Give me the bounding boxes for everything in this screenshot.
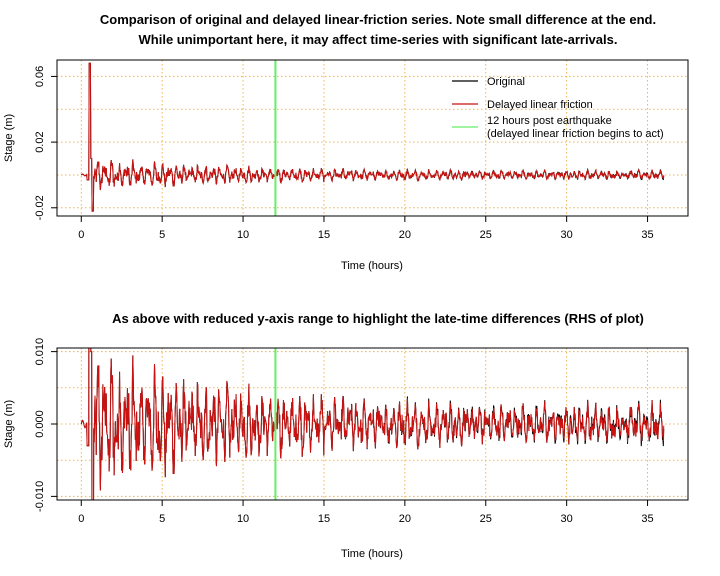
top-chart-plot-frame [56,59,689,217]
top-chart-grid [57,60,688,216]
x-tick-label-7: 35 [641,513,653,525]
x-tick-label-5: 25 [480,229,492,241]
legend-original-label: Original [487,76,525,88]
top-chart: Comparison of original and delayed linea… [3,12,689,272]
y-tick-label-0: -0.02 [34,195,46,220]
y-tick-label-0: -0.010 [34,481,46,512]
bottom-chart: As above with reduced y-axis range to hi… [3,311,689,560]
x-tick-label-0: 0 [78,513,84,525]
x-tick-label-1: 5 [159,229,165,241]
bottom-chart-x-label: Time (hours) [341,548,403,560]
y-tick-label-1: 0.000 [34,410,46,438]
legend-marker-label: 12 hours post earthquake (delayed linear… [487,115,664,140]
legend-marker-label-line1: 12 hours post earthquake [487,115,612,127]
series-delayed-linear-friction [80,62,665,212]
top-chart-x-axis: 0 5 10 15 20 25 30 35 [78,216,654,241]
x-tick-label-3: 15 [318,513,330,525]
top-chart-y-label: Stage (m) [3,114,15,162]
y-tick-label-2: 0.06 [34,66,46,87]
top-chart-x-label: Time (hours) [341,260,403,272]
x-tick-label-7: 35 [641,229,653,241]
y-tick-label-2: 0.010 [34,338,46,366]
series-delayed-linear-friction [80,348,665,500]
series-original [80,348,665,500]
x-tick-label-4: 20 [399,229,411,241]
bottom-chart-y-label: Stage (m) [3,400,15,448]
top-chart-title-line2: While unimportant here, it may affect ti… [139,32,618,47]
x-tick-label-0: 0 [78,229,84,241]
x-tick-label-2: 10 [237,229,249,241]
bottom-chart-title: As above with reduced y-axis range to hi… [112,311,644,326]
top-chart-title-line1: Comparison of original and delayed linea… [100,12,656,27]
x-tick-label-5: 25 [480,513,492,525]
y-tick-label-1: 0.02 [34,131,46,152]
x-tick-label-3: 15 [318,229,330,241]
bottom-chart-series [80,348,665,500]
x-tick-label-2: 10 [237,513,249,525]
top-chart-y-axis: -0.02 0.02 0.06 [34,66,57,220]
legend-marker-label-line2: (delayed linear friction begins to act) [487,128,664,140]
top-chart-series [80,62,665,212]
bottom-chart-x-axis: 0 5 10 15 20 25 30 35 [78,500,654,525]
x-tick-label-6: 30 [561,513,573,525]
x-tick-label-4: 20 [399,513,411,525]
top-chart-legend: Original Delayed linear friction 12 hour… [452,76,664,140]
x-tick-label-1: 5 [159,513,165,525]
bottom-chart-y-axis: -0.010 0.000 0.010 [34,338,57,512]
legend-delayed-label: Delayed linear friction [487,99,593,111]
x-tick-label-6: 30 [561,229,573,241]
